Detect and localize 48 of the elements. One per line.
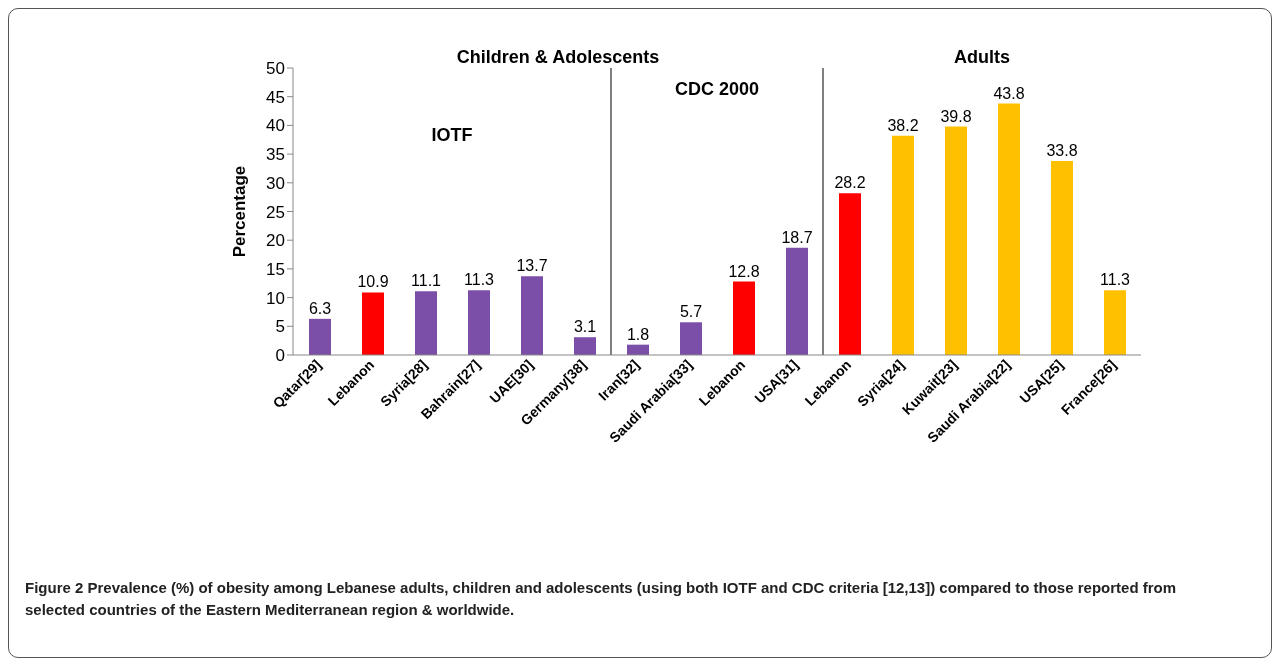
y-tick-label: 35 <box>266 145 285 165</box>
y-tick-label: 20 <box>266 231 285 251</box>
bar <box>468 290 490 355</box>
y-tick-label: 25 <box>266 202 285 222</box>
y-tick-label: 0 <box>275 346 285 366</box>
y-tick-label: 50 <box>266 59 285 79</box>
data-label: 11.3 <box>464 271 495 289</box>
bar <box>309 318 331 355</box>
data-label: 5.7 <box>679 303 703 321</box>
annotation: IOTF <box>431 125 473 145</box>
bar <box>1051 160 1073 355</box>
data-label: 11.1 <box>411 272 442 290</box>
data-label: 3.1 <box>573 318 597 336</box>
bar <box>1104 290 1126 355</box>
data-label: 6.3 <box>308 299 332 317</box>
annotation: CDC 2000 <box>673 79 760 100</box>
bar <box>415 291 437 355</box>
bar <box>839 193 861 355</box>
y-tick-label: 45 <box>266 87 285 107</box>
data-label: 38.2 <box>887 116 919 134</box>
data-label: 11.3 <box>1100 271 1131 289</box>
y-tick-label: 40 <box>266 116 285 136</box>
caption: Figure 2 Prevalence (%) of obesity among Lebanese adults, children and adolescents (using both IOTF and CDC criteria [12,13]) compared to those reported from selected countries of the Eastern Mediterranean region & worldwide. <box>25 578 1178 620</box>
y-tick-label: 10 <box>266 288 285 308</box>
bar <box>786 247 808 355</box>
data-label: 43.8 <box>993 84 1025 102</box>
text: Adults <box>953 47 1011 68</box>
data-label: 28.2 <box>834 174 866 192</box>
bar <box>892 135 914 355</box>
bar <box>574 337 596 355</box>
data-label: 39.8 <box>940 107 972 125</box>
y-axis-title: Percentage <box>230 165 250 258</box>
bar <box>733 281 755 355</box>
bar <box>945 126 967 355</box>
y-tick-label: 5 <box>275 317 285 337</box>
bar <box>362 292 384 355</box>
data-label: 13.7 <box>516 257 548 275</box>
bar <box>521 276 543 355</box>
data-label: 33.8 <box>1046 141 1078 159</box>
data-label: 10.9 <box>357 273 389 291</box>
y-tick-label: 15 <box>266 259 285 279</box>
data-label: 1.8 <box>626 325 650 343</box>
bar <box>680 322 702 355</box>
y-tick-label: 30 <box>266 173 285 193</box>
data-label: 12.8 <box>728 262 760 280</box>
data-label: 18.7 <box>781 228 813 246</box>
bar <box>998 103 1020 355</box>
text: Children & Adolescents <box>455 47 661 68</box>
